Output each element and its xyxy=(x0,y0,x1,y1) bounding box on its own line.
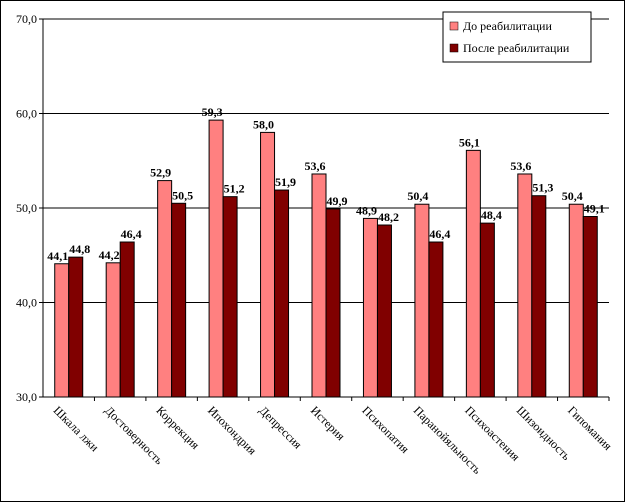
data-label-after: 51,3 xyxy=(532,181,553,195)
data-label-before: 44,2 xyxy=(99,248,120,262)
data-label-before: 59,3 xyxy=(202,105,223,119)
bar-after xyxy=(325,208,341,398)
data-label-before: 50,4 xyxy=(407,189,428,203)
data-label-after: 48,2 xyxy=(378,210,399,224)
bar-before xyxy=(414,203,430,398)
bar-after xyxy=(119,241,135,398)
bar-before xyxy=(208,119,224,398)
data-label-after: 51,2 xyxy=(224,182,245,196)
data-label-after: 49,9 xyxy=(327,194,348,208)
category-label: Психопатия xyxy=(359,403,412,456)
bar-before xyxy=(517,173,533,398)
data-label-after: 48,4 xyxy=(481,208,502,222)
data-label-before: 58,0 xyxy=(253,117,274,131)
bar-after xyxy=(582,216,598,398)
bar-before xyxy=(260,131,276,398)
data-label-after: 50,5 xyxy=(172,188,193,202)
legend-label-before: До реабилитации xyxy=(463,19,552,33)
category-label: Коррекция xyxy=(154,403,203,452)
data-label-before: 50,4 xyxy=(562,189,583,203)
data-label-before: 56,1 xyxy=(459,135,480,149)
data-label-before: 53,6 xyxy=(305,159,326,173)
bar-before xyxy=(157,180,173,398)
data-label-before: 53,6 xyxy=(510,159,531,173)
bar-before xyxy=(311,173,327,398)
legend-swatch-before xyxy=(449,21,459,31)
bar-before xyxy=(568,203,584,398)
legend-box xyxy=(442,11,592,63)
data-label-after: 46,4 xyxy=(121,227,142,241)
data-label-after: 46,4 xyxy=(429,227,450,241)
y-tick-label: 70,0 xyxy=(16,12,37,26)
bar-after xyxy=(428,241,444,398)
legend: До реабилитации После реабилитации xyxy=(442,11,592,63)
category-label: Истерия xyxy=(308,403,348,443)
data-label-after: 51,9 xyxy=(275,175,296,189)
bar-after xyxy=(171,202,187,398)
bar-after xyxy=(531,195,547,398)
legend-label-after: После реабилитации xyxy=(463,41,570,55)
bar-before xyxy=(362,217,378,398)
bar-after xyxy=(274,189,290,398)
bar-after xyxy=(376,224,392,398)
data-labels: 44,1 44,8 44,246,452,950,559,351,258,051,9… xyxy=(47,105,605,263)
bars xyxy=(54,119,598,398)
y-tick-label: 40,0 xyxy=(16,296,37,310)
y-tick-label: 30,0 xyxy=(16,390,37,404)
y-tick-label: 60,0 xyxy=(16,107,37,121)
data-label-before: 44,1 xyxy=(47,249,68,263)
category-label: Шкала лжи xyxy=(51,403,102,454)
category-label: Гипомания xyxy=(565,403,615,453)
data-label-after: 49,1 xyxy=(584,202,605,216)
data-label-before: 52,9 xyxy=(150,166,171,180)
bar-after xyxy=(222,196,238,398)
legend-swatch-after xyxy=(449,43,459,53)
bar-after xyxy=(479,222,495,398)
bar-before xyxy=(54,263,70,398)
bar-before xyxy=(465,149,481,398)
bar-before xyxy=(105,262,121,398)
y-tick-label: 50,0 xyxy=(16,201,37,215)
data-label-after: 44,8 xyxy=(69,242,90,256)
bar-after xyxy=(68,256,84,398)
category-label: Депрессия xyxy=(256,403,305,452)
category-label: Ипохондрия xyxy=(205,403,260,458)
data-label-before: 48,9 xyxy=(356,203,377,217)
